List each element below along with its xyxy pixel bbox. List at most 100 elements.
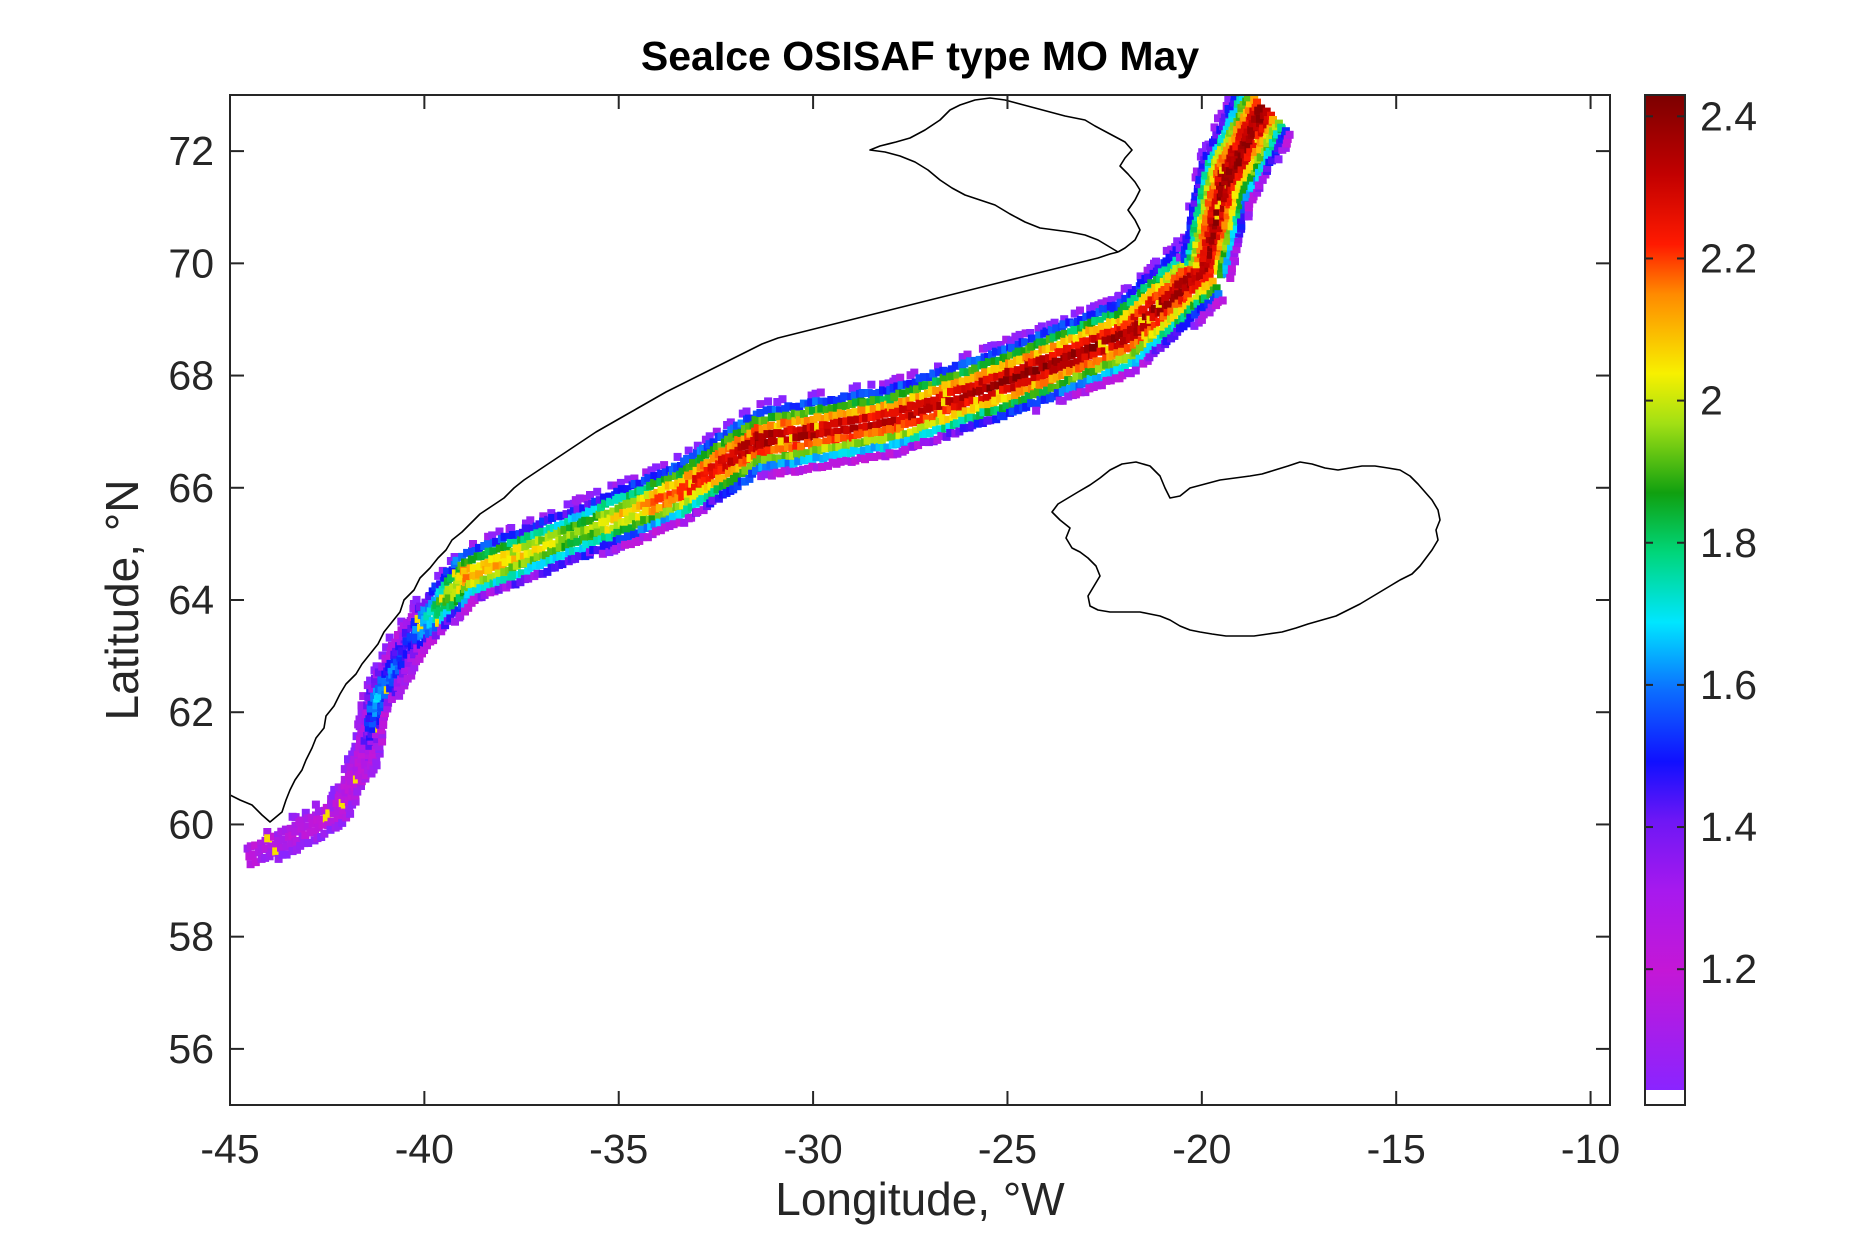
ice-cell	[575, 512, 584, 521]
ice-cell	[1161, 266, 1170, 275]
ice-cell	[1065, 344, 1074, 353]
ice-cell	[1106, 376, 1115, 385]
ice-cell	[840, 434, 849, 443]
ice-cell	[304, 839, 313, 847]
ice-cell	[896, 373, 905, 382]
ice-cell	[924, 438, 933, 447]
ice-cell	[663, 475, 672, 484]
ice-cell	[642, 468, 651, 477]
ice-cell	[1196, 272, 1204, 281]
ice-cell	[708, 496, 717, 505]
ice-cell	[1065, 318, 1074, 327]
ice-cell	[386, 684, 395, 693]
ice-cell	[1035, 331, 1044, 340]
colorbar-tick-label: 2.2	[1700, 235, 1757, 281]
ice-cell	[870, 443, 879, 452]
ice-cell	[613, 487, 622, 496]
ice-cell	[1235, 158, 1244, 167]
ice-cell	[1137, 289, 1146, 298]
ice-cell	[1097, 299, 1106, 308]
ice-cell	[1233, 125, 1242, 134]
ice-cell	[1225, 166, 1234, 175]
ice-cell	[871, 428, 880, 436]
ice-cell	[357, 765, 366, 774]
ice-cell	[382, 643, 391, 652]
ice-cell	[799, 399, 808, 408]
x-axis-label: Longitude, °W	[775, 1173, 1065, 1225]
ice-cell	[951, 410, 960, 419]
ice-cell	[1200, 177, 1209, 186]
ice-cell	[822, 397, 831, 406]
ice-cell	[1071, 349, 1079, 358]
ice-cell	[944, 415, 953, 424]
ice-cell	[764, 446, 773, 455]
ice-cell	[902, 430, 911, 439]
ice-cell	[1147, 296, 1156, 305]
ice-cell	[623, 485, 632, 494]
ice-cell	[495, 544, 504, 553]
ice-cell	[467, 555, 476, 564]
ice-cell	[731, 440, 740, 449]
ice-cell	[784, 459, 793, 468]
ice-cell	[1059, 379, 1068, 388]
ice-cell	[773, 398, 782, 406]
ice-cell	[579, 504, 588, 513]
ice-cell	[549, 540, 558, 549]
ice-cell	[1020, 347, 1029, 356]
ice-cell	[712, 427, 721, 436]
ice-cell	[548, 514, 557, 522]
ice-cell	[787, 426, 796, 434]
ice-cell	[1131, 348, 1140, 357]
ice-cell	[1221, 113, 1229, 122]
ice-cell	[410, 663, 419, 672]
ice-cell	[1285, 130, 1294, 139]
ice-cell	[1131, 366, 1140, 375]
ice-cell	[1102, 376, 1111, 385]
ice-cell	[1192, 294, 1201, 303]
ice-cell	[368, 684, 377, 693]
ice-cell	[1097, 381, 1106, 390]
ice-cell	[906, 379, 915, 388]
ice-cell	[613, 521, 622, 530]
ice-cell	[950, 402, 959, 411]
ice-cell	[847, 416, 856, 425]
ice-cell	[1216, 242, 1225, 251]
ice-cell	[898, 413, 907, 422]
ice-cell	[626, 507, 635, 516]
ice-cell	[1103, 328, 1112, 337]
ice-cell	[684, 497, 693, 506]
ice-cell	[1212, 130, 1221, 139]
ice-cell	[434, 591, 443, 600]
ice-cell	[867, 422, 876, 431]
ice-cell	[1254, 110, 1263, 119]
ice-cell	[929, 413, 938, 422]
ice-cell	[975, 386, 984, 395]
y-tick-label: 64	[168, 577, 214, 623]
ice-cell	[860, 406, 868, 415]
ice-cell	[973, 397, 982, 405]
ice-cell	[1217, 270, 1225, 279]
ice-cell	[471, 587, 480, 596]
ice-cell	[480, 590, 489, 599]
ice-cell	[904, 436, 912, 445]
ice-cell	[1042, 327, 1051, 336]
ice-cell	[832, 411, 841, 420]
ice-cell	[851, 398, 860, 407]
ice-cell	[1208, 236, 1217, 245]
ice-cell	[909, 393, 918, 402]
ice-cell	[960, 359, 969, 368]
ice-cell	[853, 425, 862, 434]
ice-cell	[1256, 118, 1264, 127]
ice-cell	[1228, 126, 1237, 135]
ice-cell	[484, 566, 493, 575]
ice-cell	[1044, 369, 1053, 378]
ice-cell	[1258, 175, 1267, 184]
ice-cell	[1221, 151, 1230, 160]
ice-cell	[978, 377, 987, 386]
ice-cell	[555, 543, 564, 552]
ice-cell	[715, 474, 724, 483]
ice-cell	[1031, 381, 1040, 390]
ice-cell	[755, 440, 764, 449]
ice-cell	[756, 409, 765, 417]
ice-cell	[729, 485, 738, 494]
